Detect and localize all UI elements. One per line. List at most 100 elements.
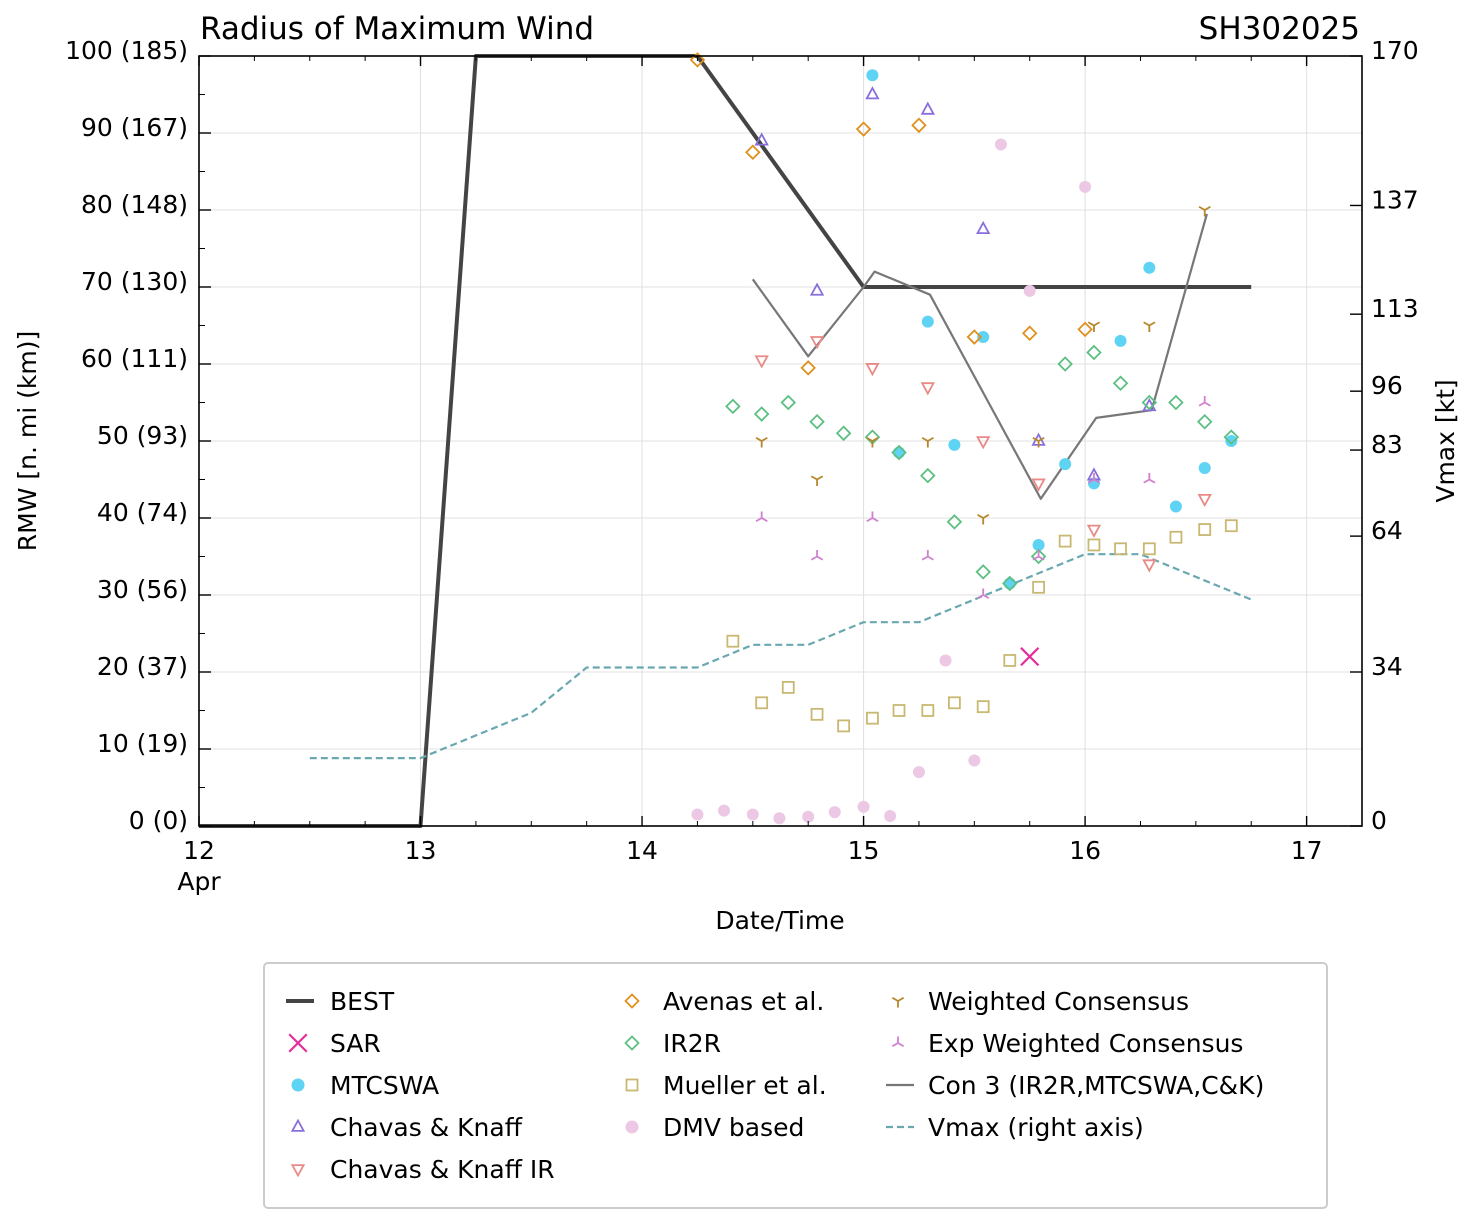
legend-entry-mtcswa: MTCSWA xyxy=(291,1071,439,1100)
data-point-mtcswa xyxy=(1198,461,1211,474)
x-tick-label: 17 xyxy=(1291,836,1323,865)
data-point-chavas-knaff xyxy=(809,282,825,296)
data-point-mtcswa xyxy=(1032,538,1045,551)
data-point-chavas-knaff-ir xyxy=(865,363,880,377)
data-point-exp-weighted-consensus-shape xyxy=(921,550,934,561)
legend-label: Vmax (right axis) xyxy=(928,1113,1144,1142)
data-point-mtcswa-shape xyxy=(948,438,961,451)
data-point-mtcswa-shape xyxy=(1143,261,1156,274)
data-point-avenas-et-al xyxy=(689,52,706,68)
data-point-ir2r xyxy=(1030,548,1047,565)
data-point-dmv-based xyxy=(773,812,786,825)
y-tick-label: 30 (56) xyxy=(97,575,188,604)
series-mueller-et-al xyxy=(726,519,1238,733)
data-point-dmv-based-shape xyxy=(802,810,815,823)
y2-tick-label: 64 xyxy=(1371,516,1403,545)
x-axis-label: Date/Time xyxy=(715,906,844,935)
series-sar xyxy=(1020,647,1040,667)
data-point-dmv-based-shape xyxy=(773,812,786,825)
data-point-ir2r xyxy=(1223,429,1240,445)
data-point-mtcswa-shape xyxy=(1032,538,1045,551)
data-point-ir2r xyxy=(920,467,936,484)
data-point-chavas-knaff-shape xyxy=(809,282,825,296)
legend-swatch-marker xyxy=(290,1118,306,1132)
legend-label: BEST xyxy=(330,987,395,1016)
data-point-chavas-knaff xyxy=(754,132,769,146)
data-point-mueller-et-al xyxy=(837,719,851,733)
legend-swatch-marker-stroke-b xyxy=(288,1033,308,1053)
data-point-chavas-knaff-ir-shape xyxy=(1142,559,1157,573)
legend-label: Avenas et al. xyxy=(663,987,824,1016)
data-point-dmv-based xyxy=(1023,284,1036,297)
legend-label: IR2R xyxy=(663,1029,721,1058)
data-point-chavas-knaff-ir xyxy=(1197,493,1212,508)
data-point-mueller-et-al-shape xyxy=(1087,538,1101,552)
data-point-dmv-based xyxy=(691,808,704,821)
data-point-dmv-based xyxy=(1079,180,1092,193)
data-point-dmv-based xyxy=(994,138,1007,151)
x-tick-label: 15 xyxy=(848,836,880,865)
data-point-mtcswa xyxy=(977,331,990,344)
y2-tick-label: 170 xyxy=(1371,36,1419,65)
data-point-chavas-knaff-ir xyxy=(1031,478,1046,492)
data-point-ir2r-shape xyxy=(1030,548,1047,565)
data-point-ir2r-shape xyxy=(1112,375,1129,392)
legend-entry-vmax-right-axis: Vmax (right axis) xyxy=(886,1113,1144,1142)
data-point-mtcswa xyxy=(948,438,961,451)
data-point-weighted-consensus-shape xyxy=(1143,321,1156,332)
data-point-weighted-consensus xyxy=(866,436,879,448)
data-point-dmv-based xyxy=(968,754,981,767)
data-point-ir2r xyxy=(1168,394,1184,411)
data-point-mueller-et-al-shape xyxy=(1058,534,1072,548)
data-point-dmv-based-shape xyxy=(939,654,952,667)
data-point-dmv-based-shape xyxy=(718,804,731,817)
y2-axis-label: Vmax [kt] xyxy=(1431,379,1460,502)
series-line-con-3-ir2r-mtcswa-c-k xyxy=(751,213,1208,500)
data-point-chavas-knaff-shape xyxy=(920,101,935,115)
legend-label: Chavas & Knaff xyxy=(330,1113,523,1142)
data-point-ir2r-shape xyxy=(1002,575,1018,592)
legend-swatch-marker-shape xyxy=(891,1036,905,1048)
legend-label: Weighted Consensus xyxy=(928,987,1189,1016)
data-point-mtcswa xyxy=(1114,334,1127,347)
data-point-ir2r xyxy=(946,514,963,530)
data-point-mtcswa-shape xyxy=(1003,577,1016,590)
data-point-dmv-based xyxy=(718,804,731,817)
data-point-mueller-et-al-shape xyxy=(866,711,879,725)
data-point-mueller-et-al-shape xyxy=(1169,530,1183,544)
data-point-exp-weighted-consensus-shape xyxy=(1087,473,1101,484)
data-point-chavas-knaff-shape xyxy=(976,220,991,235)
data-point-weighted-consensus xyxy=(755,436,768,448)
legend-entry-sar: SAR xyxy=(288,1029,381,1058)
data-point-mueller-et-al xyxy=(726,634,740,648)
data-point-mtcswa-shape xyxy=(1059,458,1072,471)
data-point-chavas-knaff xyxy=(920,101,935,115)
legend-swatch-marker xyxy=(891,1036,905,1048)
data-point-mueller-et-al xyxy=(947,696,961,710)
data-point-mueller-et-al xyxy=(1142,542,1156,556)
y2-tick-label: 0 xyxy=(1371,806,1387,835)
data-point-chavas-knaff xyxy=(865,86,880,100)
y-tick-label: 60 (111) xyxy=(81,344,188,373)
data-point-mtcswa-shape xyxy=(1198,461,1211,474)
data-point-exp-weighted-consensus-shape xyxy=(1032,550,1045,561)
data-point-chavas-knaff-ir-shape xyxy=(809,336,825,350)
legend-entry-ir2r: IR2R xyxy=(624,1029,721,1058)
data-point-exp-weighted-consensus xyxy=(866,511,879,523)
data-point-chavas-knaff-ir-shape xyxy=(865,363,880,377)
data-point-dmv-based-shape xyxy=(884,809,897,822)
data-point-mueller-et-al-shape xyxy=(1003,654,1017,667)
data-point-mtcswa-shape xyxy=(1225,435,1238,447)
data-point-mtcswa-shape xyxy=(977,331,990,344)
data-point-weighted-consensus-shape xyxy=(810,475,824,486)
data-point-mueller-et-al-shape xyxy=(1198,523,1212,536)
x-tick-label: 13 xyxy=(405,836,437,865)
legend-entry-best: BEST xyxy=(286,987,395,1016)
data-point-mueller-et-al-shape xyxy=(921,704,935,717)
data-point-ir2r-shape xyxy=(809,413,825,430)
data-point-avenas-et-al xyxy=(1021,325,1038,341)
data-point-avenas-et-al xyxy=(1077,321,1093,338)
data-point-exp-weighted-consensus-shape xyxy=(1143,473,1156,484)
data-point-dmv-based xyxy=(939,654,952,667)
